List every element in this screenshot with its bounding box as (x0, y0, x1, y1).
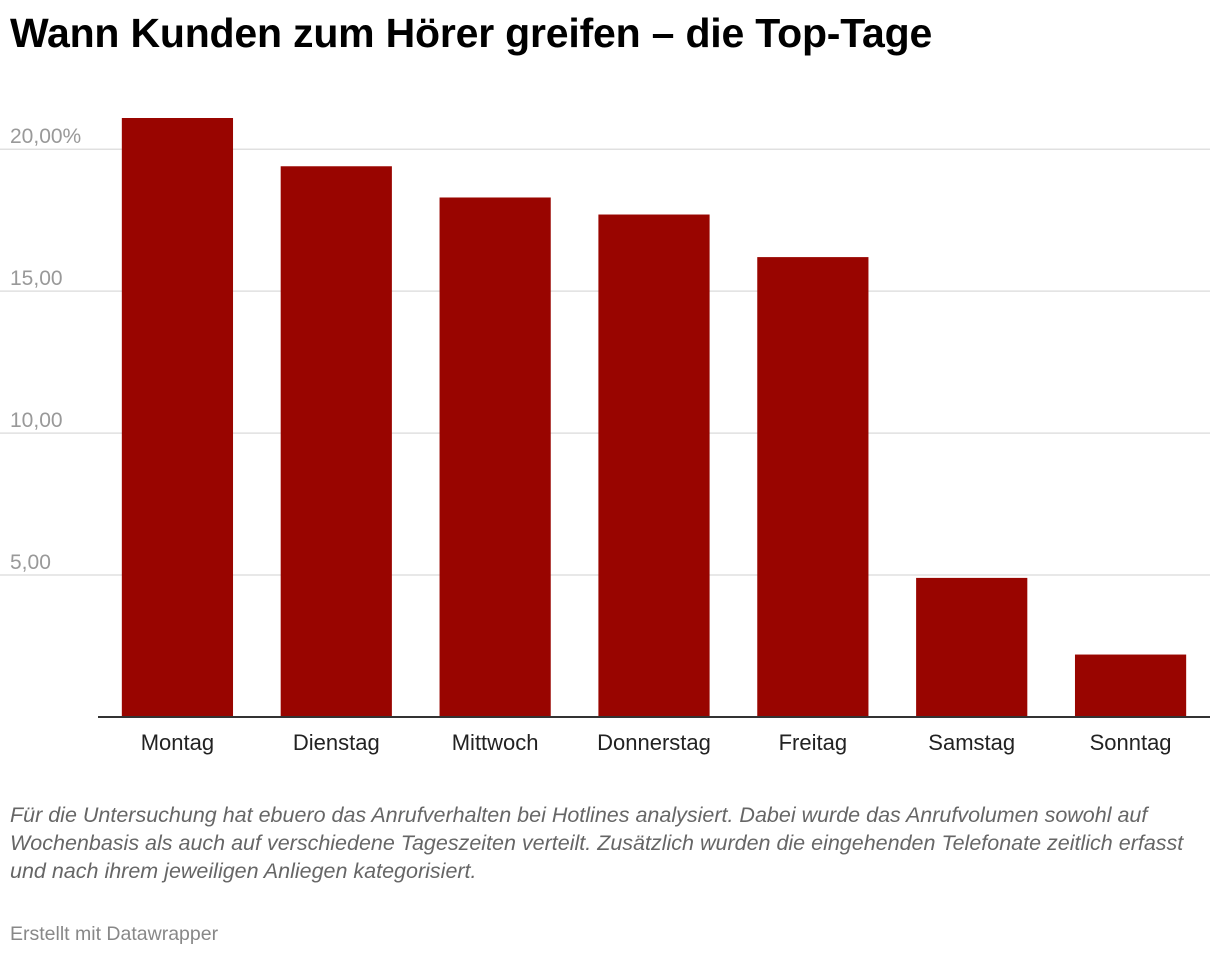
x-category-label: Montag (141, 730, 214, 755)
bar-freitag (757, 257, 869, 717)
x-category-label: Donnerstag (597, 730, 711, 755)
x-category-label: Samstag (928, 730, 1015, 755)
bar-montag (121, 118, 234, 717)
chart-title: Wann Kunden zum Hörer greifen – die Top-… (10, 10, 933, 56)
x-category-label: Dienstag (293, 730, 380, 755)
x-category-label: Freitag (779, 730, 847, 755)
bar-samstag (916, 577, 1028, 717)
y-tick-label: 5,00 (10, 551, 51, 574)
y-axis-tick-labels: 5,00 10,00 15,00 20,00% (10, 125, 81, 574)
bars (121, 118, 1187, 717)
bar-donnerstag (598, 214, 710, 717)
x-category-label: Mittwoch (452, 730, 539, 755)
x-axis-category-labels: Montag Dienstag Mittwoch Donnerstag Freitag S… (141, 730, 1172, 755)
chart-notes: Für die Untersuchung hat ebuero das Anru… (10, 803, 1184, 883)
y-tick-label: 20,00% (10, 125, 81, 148)
x-category-label: Sonntag (1090, 730, 1172, 755)
bar-mittwoch (439, 197, 551, 717)
y-tick-label: 15,00 (10, 267, 63, 290)
bar-chart: 5,00 10,00 15,00 20,00% Montag Dienstag Mittw… (0, 118, 1210, 755)
footer-credit: Erstellt mit Datawrapper (10, 923, 219, 945)
bar-sonntag (1074, 654, 1187, 717)
y-tick-label: 10,00 (10, 409, 63, 432)
bar-dienstag (280, 166, 392, 717)
